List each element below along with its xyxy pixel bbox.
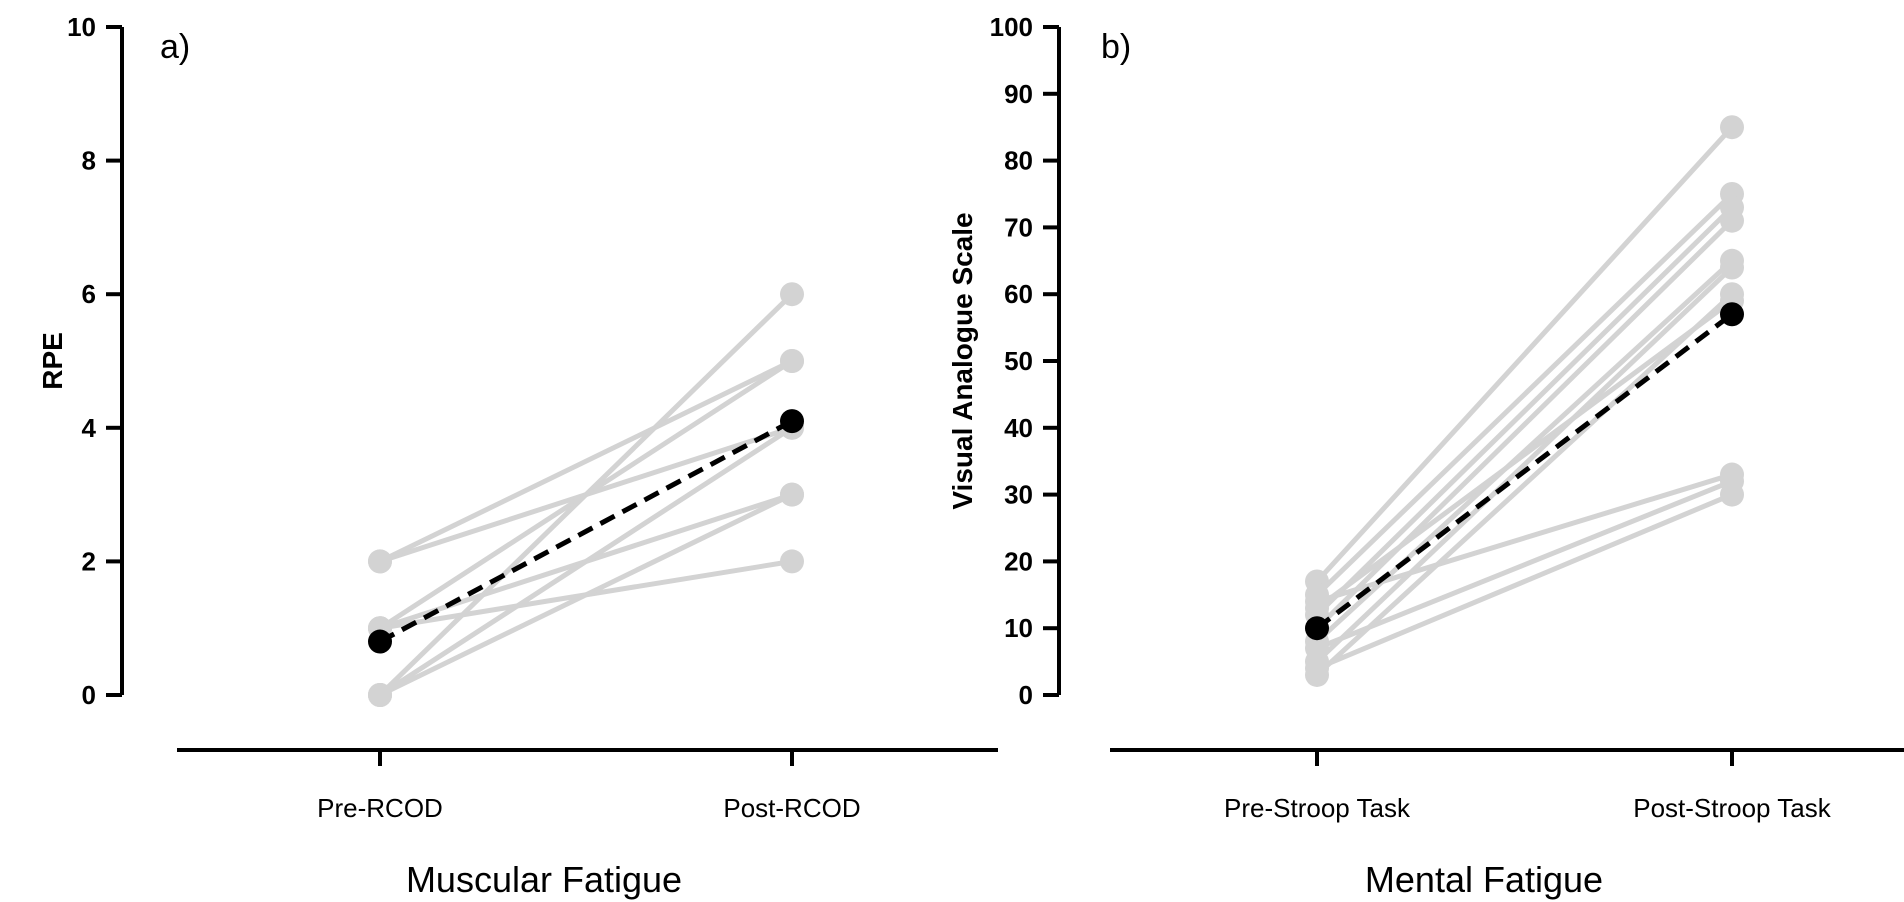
panel-a-individual-line: [378, 292, 794, 697]
panel-a-individual-line: [378, 492, 794, 698]
panel-b-individual-point: [1305, 589, 1329, 614]
panel-a-mean-point: [780, 409, 804, 434]
panel-a-mean-line: [368, 409, 804, 654]
panel-b-y-tick-label: 90: [1004, 79, 1033, 109]
panel-a-individual-point: [368, 683, 392, 707]
panel-a-individual-line: [378, 358, 794, 564]
panel-b-mean-point: [1305, 616, 1329, 641]
panel-a-label: a): [160, 28, 190, 66]
panel-b-y-tick-label: 80: [1004, 146, 1033, 176]
panel-b-individual-point: [1305, 636, 1329, 661]
panel-a-y-tick-label: 8: [82, 146, 96, 176]
panel-a-y-tick-label: 6: [82, 279, 96, 309]
panel-b-y-tick-label: 50: [1004, 346, 1033, 376]
panel-b-y-tick-label: 60: [1004, 279, 1033, 309]
panel-a-x-ticks: Pre-RCOD Post-RCOD: [317, 750, 861, 823]
panel-b-individual-line: [1316, 472, 1733, 604]
panel-a-mean-dashed-line: [378, 418, 794, 644]
panel-b-individual-point: [1720, 115, 1744, 140]
panel-b-mental-fatigue: b) 0 10 20 30 40 50 60 70 80 90 100 Visual Analogu…: [947, 12, 1904, 900]
panel-a-individual-point: [780, 482, 804, 507]
panel-b-label: b): [1101, 28, 1131, 66]
panel-b-category-label: Pre-Stroop Task: [1224, 793, 1411, 823]
panel-b-individual-point: [1720, 255, 1744, 280]
panel-a-y-tick-label: 2: [82, 546, 96, 576]
panel-a-y-tick-label: 0: [82, 680, 96, 710]
panel-b-individual-line: [1315, 205, 1734, 617]
panel-a-mean-point: [368, 629, 392, 654]
panel-b-individual-line: [1315, 292, 1734, 677]
panel-b-individual-line: [1316, 478, 1733, 651]
panel-a-category-label: Pre-RCOD: [317, 793, 443, 823]
panel-b-mean-dashed-line: [1315, 312, 1734, 631]
panel-a-x-axis-title: Muscular Fatigue: [406, 859, 682, 900]
panel-b-individual-point: [1305, 656, 1329, 681]
panel-b-x-ticks: Pre-Stroop Task Post-Stroop Task: [1224, 750, 1832, 823]
panel-a-individual-point: [368, 549, 392, 574]
panel-b-individual-point: [1720, 482, 1744, 507]
panel-a-y-axis-title: RPE: [37, 332, 68, 390]
panel-a-individual-lines: [368, 282, 804, 707]
panel-b-y-axis-title: Visual Analogue Scale: [947, 212, 978, 509]
panel-b-y-ticks: 0 10 20 30 40 50 60 70 80 90 100: [990, 12, 1059, 710]
panel-b-mean-line: [1305, 302, 1744, 641]
panel-a-individual-point: [780, 282, 804, 307]
panel-b-individual-line: [1316, 492, 1733, 671]
panel-b-y-tick-label: 100: [990, 12, 1033, 42]
panel-b-individual-line: [1315, 125, 1734, 584]
panel-b-category-label: Post-Stroop Task: [1633, 793, 1832, 823]
panel-b-individual-line: [1315, 218, 1734, 630]
panel-a-category-label: Post-RCOD: [723, 793, 860, 823]
panel-b-y-tick-label: 70: [1004, 212, 1033, 242]
panel-a-y-ticks: 0 2 4 6 8 10: [67, 12, 122, 710]
panel-b-y-tick-label: 40: [1004, 413, 1033, 443]
panel-b-individual-line: [1315, 298, 1734, 611]
panel-a-individual-line: [378, 425, 794, 698]
panel-a-y-tick-label: 10: [67, 12, 96, 42]
panel-b-y-tick-label: 0: [1019, 680, 1033, 710]
panel-b-y-tick-label: 30: [1004, 480, 1033, 510]
panel-b-mean-point: [1720, 302, 1744, 327]
panel-b-individual-line: [1315, 265, 1734, 664]
panel-a-individual-point: [780, 549, 804, 574]
panel-b-y-tick-label: 20: [1004, 546, 1033, 576]
panel-b-individual-lines: [1305, 115, 1744, 687]
panel-b-individual-point: [1720, 208, 1744, 233]
panel-a-individual-point: [780, 349, 804, 373]
panel-b-individual-line: [1315, 192, 1734, 597]
panel-b-x-axis-title: Mental Fatigue: [1365, 859, 1603, 900]
panel-a-y-tick-label: 4: [82, 413, 97, 443]
panel-b-y-tick-label: 10: [1004, 613, 1033, 643]
panel-a-muscular-fatigue: a) 0 2 4 6 8 10 RPE Pre-RCOD Post-RCOD Muscula…: [37, 12, 998, 900]
